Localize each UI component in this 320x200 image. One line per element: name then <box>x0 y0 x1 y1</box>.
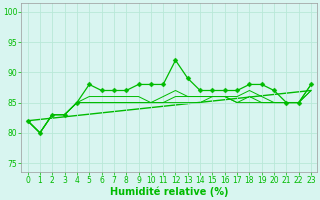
X-axis label: Humidité relative (%): Humidité relative (%) <box>110 187 228 197</box>
